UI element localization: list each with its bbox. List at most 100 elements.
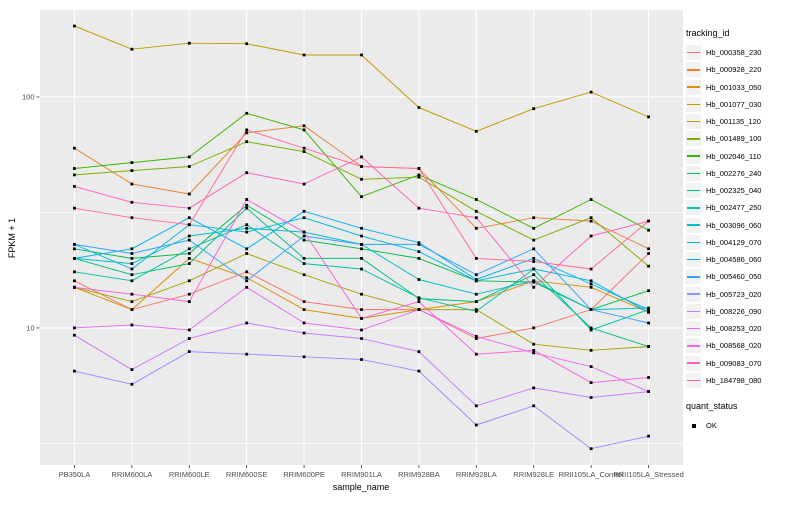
data-point bbox=[532, 342, 536, 346]
data-point bbox=[130, 323, 134, 327]
data-point bbox=[187, 300, 191, 303]
data-point bbox=[647, 376, 650, 379]
data-point bbox=[187, 155, 191, 159]
data-point bbox=[532, 226, 536, 230]
data-point bbox=[187, 247, 191, 251]
data-point bbox=[73, 24, 76, 28]
legend-key-swatch bbox=[686, 418, 701, 433]
data-point bbox=[245, 226, 249, 230]
legend-item-label: Hb_008226_090 bbox=[706, 306, 762, 316]
data-point bbox=[73, 185, 76, 188]
data-point bbox=[474, 216, 478, 220]
legend-line-icon bbox=[687, 293, 700, 295]
data-point bbox=[245, 128, 249, 132]
legend-line-icon bbox=[687, 327, 700, 330]
chart-generated-layers: 10 100 PB350LA RRIM600LA RRIM600LE RRIM600SE R… bbox=[22, 10, 684, 479]
data-point bbox=[360, 243, 363, 246]
data-point bbox=[130, 382, 134, 386]
data-point bbox=[589, 285, 593, 289]
data-point bbox=[302, 308, 306, 311]
tracking-id-legend-items: Hb_000358_230 Hb_000928_220 Hb_001033_050 H… bbox=[686, 44, 798, 389]
data-point bbox=[589, 216, 593, 220]
legend-item-label: Hb_001077_030 bbox=[706, 99, 762, 109]
legend-line-icon bbox=[687, 172, 700, 175]
data-point bbox=[245, 352, 249, 356]
data-point bbox=[302, 234, 306, 238]
x-axis-title: sample_name bbox=[333, 482, 390, 492]
x-tick-label: RRIM901LA bbox=[341, 470, 382, 479]
legend-line-icon bbox=[687, 362, 700, 364]
data-point bbox=[360, 247, 363, 251]
data-point bbox=[302, 182, 306, 186]
data-point bbox=[417, 243, 421, 246]
data-point bbox=[417, 300, 421, 303]
data-point bbox=[589, 234, 593, 238]
legend-item-Hb_184798_080: Hb_184798_080 bbox=[686, 372, 798, 389]
legend-item-label: Hb_009083_070 bbox=[706, 358, 762, 368]
legend-line-icon bbox=[687, 207, 700, 209]
data-point bbox=[130, 200, 134, 204]
legend-line-icon bbox=[687, 310, 700, 313]
data-point bbox=[474, 257, 478, 260]
legend-key-swatch bbox=[686, 62, 701, 78]
data-point bbox=[474, 352, 478, 356]
data-point bbox=[474, 334, 478, 338]
data-point bbox=[130, 273, 134, 277]
data-point bbox=[647, 289, 650, 293]
data-point bbox=[187, 216, 191, 220]
data-point bbox=[417, 106, 421, 109]
data-point bbox=[474, 278, 478, 281]
data-point bbox=[647, 310, 650, 314]
data-point bbox=[647, 308, 650, 311]
legend-key-swatch bbox=[686, 45, 701, 61]
y-tick-label: 100 bbox=[22, 93, 35, 102]
data-point bbox=[360, 292, 363, 296]
data-point bbox=[73, 173, 76, 177]
legend-item-Hb_002046_110: Hb_002046_110 bbox=[686, 148, 798, 165]
data-point bbox=[130, 368, 134, 371]
data-point bbox=[647, 306, 650, 310]
data-point bbox=[360, 155, 363, 159]
data-point bbox=[647, 228, 650, 232]
data-point bbox=[417, 250, 421, 253]
data-point bbox=[360, 267, 363, 271]
data-point bbox=[245, 198, 249, 201]
legend-item-label: Hb_000358_230 bbox=[706, 48, 762, 58]
data-point bbox=[360, 308, 363, 311]
legend-item-label: Hb_002477_250 bbox=[706, 203, 762, 213]
x-tick-label: RRIM928LA bbox=[456, 470, 497, 479]
legend-item-label: Hb_008253_020 bbox=[706, 324, 762, 334]
data-point bbox=[130, 216, 134, 220]
data-point bbox=[130, 262, 134, 265]
data-point bbox=[532, 348, 536, 352]
legend-item-label: Hb_008568_020 bbox=[706, 341, 762, 351]
data-point bbox=[73, 167, 76, 170]
data-point bbox=[73, 247, 76, 251]
legend-item-Hb_000358_230: Hb_000358_230 bbox=[686, 44, 798, 61]
legend-item-label: Hb_002046_110 bbox=[706, 151, 761, 161]
data-point bbox=[647, 434, 650, 438]
x-tick-label: RRIM600PE bbox=[283, 470, 325, 479]
data-point bbox=[187, 292, 191, 296]
data-point bbox=[474, 129, 478, 133]
data-point bbox=[130, 257, 134, 260]
data-point bbox=[245, 276, 249, 280]
y-tick-label: 10 bbox=[26, 324, 34, 333]
legend-key-swatch bbox=[686, 234, 701, 250]
legend-key-swatch bbox=[686, 252, 701, 268]
data-point bbox=[245, 270, 249, 274]
legend-item-Hb_001033_050: Hb_001033_050 bbox=[686, 79, 798, 96]
data-point bbox=[187, 234, 191, 238]
data-point bbox=[532, 107, 536, 111]
legend-key-swatch bbox=[686, 79, 701, 95]
data-point bbox=[130, 267, 134, 271]
data-point bbox=[532, 238, 536, 242]
x-tick-label: RRIM928BA bbox=[398, 470, 440, 479]
legend-item-label: Hb_001033_050 bbox=[706, 82, 762, 92]
legend-item-label: Hb_005460_050 bbox=[706, 272, 762, 282]
data-point bbox=[360, 226, 363, 230]
data-point bbox=[360, 358, 363, 361]
legend-item-Hb_004586_060: Hb_004586_060 bbox=[686, 251, 798, 268]
data-point bbox=[302, 257, 306, 260]
data-point bbox=[647, 264, 650, 268]
